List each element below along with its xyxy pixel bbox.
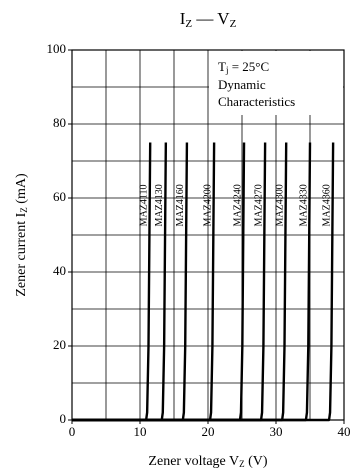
curve bbox=[72, 142, 152, 422]
annotation-box bbox=[209, 51, 343, 115]
curve bbox=[72, 142, 335, 422]
x-tick-label: 0 bbox=[69, 424, 76, 439]
x-axis-label: Zener voltage VZ (V) bbox=[148, 454, 267, 469]
annotation-part: j bbox=[225, 65, 229, 75]
y-tick-label: 80 bbox=[53, 115, 66, 130]
y-tick-label: 100 bbox=[47, 41, 67, 56]
annotation: Dynamic bbox=[218, 77, 266, 92]
series-label: MAZ4130 bbox=[154, 184, 165, 226]
series-label: MAZ4360 bbox=[321, 184, 332, 226]
y-tick-label: 40 bbox=[53, 263, 66, 278]
series-label: MAZ4240 bbox=[232, 184, 243, 226]
y-tick-label: 0 bbox=[60, 411, 67, 426]
curve bbox=[72, 142, 189, 422]
curve bbox=[72, 142, 312, 422]
x-tick-label: 40 bbox=[338, 424, 351, 439]
chart-title: IZ — VZ bbox=[180, 9, 237, 30]
x-tick-label: 20 bbox=[202, 424, 215, 439]
curve bbox=[72, 142, 216, 422]
y-tick-label: 20 bbox=[53, 337, 66, 352]
curve bbox=[72, 142, 168, 422]
series-label: MAZ4330 bbox=[298, 184, 309, 226]
curve bbox=[72, 142, 267, 422]
annotation: Characteristics bbox=[218, 94, 295, 109]
y-tick-label: 60 bbox=[53, 189, 66, 204]
x-tick-label: 10 bbox=[134, 424, 147, 439]
series-label: MAZ4270 bbox=[253, 184, 264, 226]
series-label: MAZ4200 bbox=[202, 184, 213, 226]
curve bbox=[72, 142, 246, 422]
series-label: MAZ4160 bbox=[175, 184, 186, 226]
annotation-part: T bbox=[218, 59, 226, 74]
series-label: MAZ4300 bbox=[274, 184, 285, 226]
x-tick-label: 30 bbox=[270, 424, 283, 439]
y-axis-label: Zener current IZ (mA) bbox=[14, 173, 29, 297]
curve bbox=[72, 142, 288, 422]
annotation: Tj = 25°C bbox=[218, 59, 269, 75]
series-label: MAZ4110 bbox=[138, 184, 149, 226]
annotation-part: = 25°C bbox=[228, 59, 269, 74]
